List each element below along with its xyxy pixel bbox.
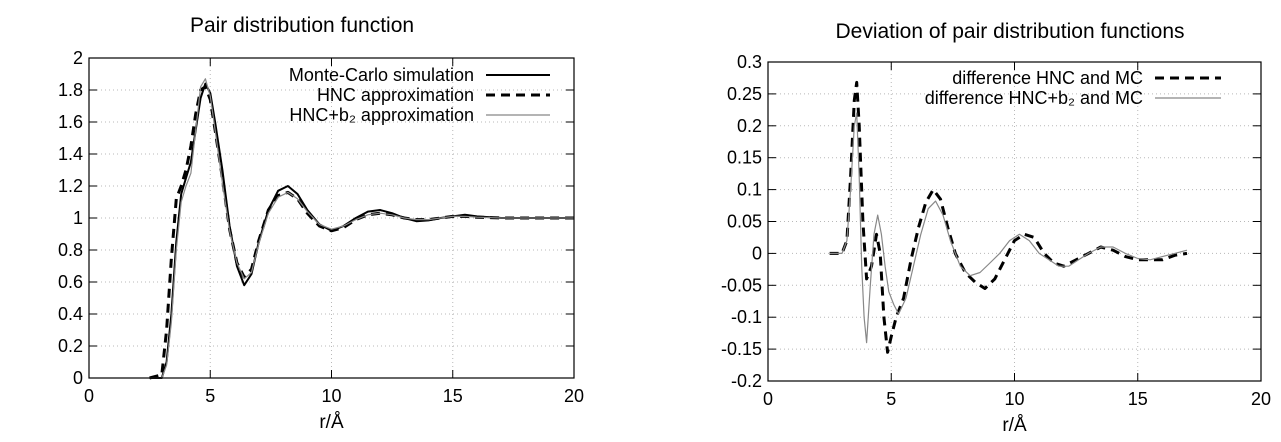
y-tick-label: 1.6 [58,112,83,132]
y-tick-label: 1.2 [58,176,83,196]
x-tick-label: 5 [886,389,896,409]
y-tick-label: 0 [752,243,762,263]
y-tick-label: -0.15 [721,339,762,359]
y-tick-label: -0.1 [731,307,762,327]
y-tick-label: 0.6 [58,272,83,292]
series-line-2 [150,87,574,378]
y-tick-label: 0.3 [737,52,762,72]
legend-label: HNC approximation [317,85,474,105]
plot-frame [768,62,1261,381]
y-tick-label: 0.1 [737,180,762,200]
x-tick-label: 10 [1004,389,1024,409]
chart-2: Deviation of pair distribution functions… [721,20,1271,436]
x-tick-label: 0 [763,389,773,409]
legend-label: difference HNC and MC [952,68,1143,88]
x-tick-label: 15 [443,386,463,406]
y-tick-label: -0.05 [721,275,762,295]
y-tick-label: 1 [73,208,83,228]
x-tick-label: 10 [321,386,341,406]
y-tick-label: 2 [73,48,83,68]
y-tick-label: -0.2 [731,371,762,391]
y-tick-label: 0.4 [58,304,83,324]
x-axis-label: r/Å [1002,415,1027,436]
chart-1: Pair distribution function 0 0.2 0.4 0.6 0.8 1… [58,14,584,433]
x-tick-label: 15 [1128,389,1148,409]
legend-label: difference HNC+b₂ and MC [925,88,1143,108]
y-tick-label: 0 [73,368,83,388]
y-tick-label: 0.2 [737,116,762,136]
y-tick-label: 0.25 [727,84,762,104]
y-tick-label: 0.15 [727,148,762,168]
y-tick-label: 1.4 [58,144,83,164]
x-tick-label: 0 [84,386,94,406]
x-axis-label: r/Å [319,412,344,433]
y-tick-label: 0.05 [727,212,762,232]
legend-label: Monte-Carlo simulation [289,65,474,85]
y-tick-label: 0.8 [58,240,83,260]
y-tick-label: 1.8 [58,80,83,100]
chart-title: Pair distribution function [190,14,414,37]
y-tick-label: 0.2 [58,336,83,356]
x-tick-label: 20 [564,386,584,406]
x-tick-label: 5 [205,386,215,406]
legend-label: HNC+b₂ approximation [289,105,474,125]
chart-title: Deviation of pair distribution functions [835,20,1184,43]
x-tick-label: 20 [1251,389,1271,409]
series-line-1 [830,82,1187,352]
